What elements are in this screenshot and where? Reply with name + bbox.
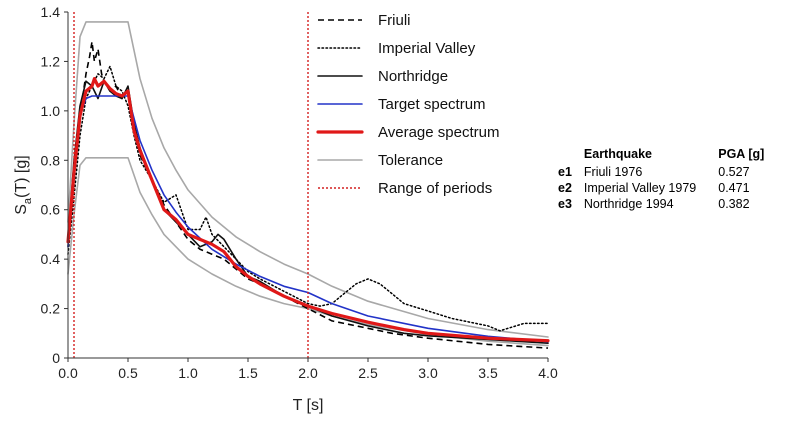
x-axis-title: T [s] <box>293 397 324 414</box>
legend-label-tolerance: Tolerance <box>378 152 443 169</box>
y-tick-label: 0.2 <box>41 301 61 317</box>
y-tick-label: 1.4 <box>41 4 61 20</box>
header-pga: PGA [g] <box>718 147 765 161</box>
y-axis-title-sub: a <box>22 197 34 204</box>
legend-label-average-spectrum: Average spectrum <box>378 124 499 141</box>
header-code <box>558 146 584 164</box>
earthquake-pga: 0.382 <box>718 197 750 211</box>
series-imperial-valley <box>67 65 549 332</box>
earthquake-name: Imperial Valley 1979 <box>583 181 697 195</box>
x-tick-label: 2.0 <box>298 365 318 381</box>
y-tick-label: 0 <box>52 350 60 366</box>
table-row: e2 Imperial Valley 1979 0.471 <box>558 180 770 196</box>
y-axis-title: Sa(T) [g] <box>13 155 34 214</box>
table-row: e3 Northridge 1994 0.382 <box>558 196 770 212</box>
x-tick-label: 4.0 <box>538 365 558 381</box>
legend-label-range-of-periods: Range of periods <box>378 180 492 197</box>
legend-label-friuli: Friuli <box>378 12 411 29</box>
earthquake-code: e3 <box>558 197 572 211</box>
earthquake-code: e1 <box>558 165 572 179</box>
earthquake-code: e2 <box>558 181 572 195</box>
series-target-spectrum <box>67 95 549 343</box>
series-average-spectrum <box>66 77 550 343</box>
x-tick-label: 0.0 <box>58 365 78 381</box>
earthquake-name: Friuli 1976 <box>583 165 643 179</box>
y-tick-label: 0.6 <box>41 202 61 218</box>
legend-label-target-spectrum: Target spectrum <box>378 96 486 113</box>
x-tick-label: 1.0 <box>178 365 198 381</box>
table-header-row: Earthquake PGA [g] <box>558 146 770 164</box>
legend: Friuli Imperial Valley Northridge Target sp… <box>316 12 499 197</box>
earthquake-table: Earthquake PGA [g] e1 Friuli 1976 0.527 … <box>558 146 770 212</box>
y-axis-title-main: S <box>13 204 30 215</box>
y-tick-label: 0.4 <box>41 251 61 267</box>
axes: 0.0 0.5 1.0 1.5 2.0 2.5 3.0 3.5 4.0 0 0.2 0.4 0.6 0.8… <box>41 4 558 381</box>
series-tolerance <box>67 21 549 338</box>
y-tick-label: 1.0 <box>41 103 61 119</box>
legend-label-imperial-valley: Imperial Valley <box>378 40 476 57</box>
header-earthquake: Earthquake <box>583 147 652 161</box>
x-tick-label: 3.0 <box>418 365 438 381</box>
y-tick-label: 1.2 <box>41 53 61 69</box>
y-tick-label: 0.8 <box>41 152 61 168</box>
legend-label-northridge: Northridge <box>378 68 448 85</box>
x-tick-label: 0.5 <box>118 365 138 381</box>
y-axis-title-rest: (T) [g] <box>13 155 30 198</box>
table-row: e1 Friuli 1976 0.527 <box>558 164 770 180</box>
x-tick-label: 3.5 <box>478 365 498 381</box>
plot-area <box>66 12 550 358</box>
earthquake-name: Northridge 1994 <box>583 197 674 211</box>
earthquake-pga: 0.471 <box>718 181 750 195</box>
x-tick-label: 1.5 <box>238 365 258 381</box>
x-tick-label: 2.5 <box>358 365 378 381</box>
earthquake-pga: 0.527 <box>718 165 750 179</box>
